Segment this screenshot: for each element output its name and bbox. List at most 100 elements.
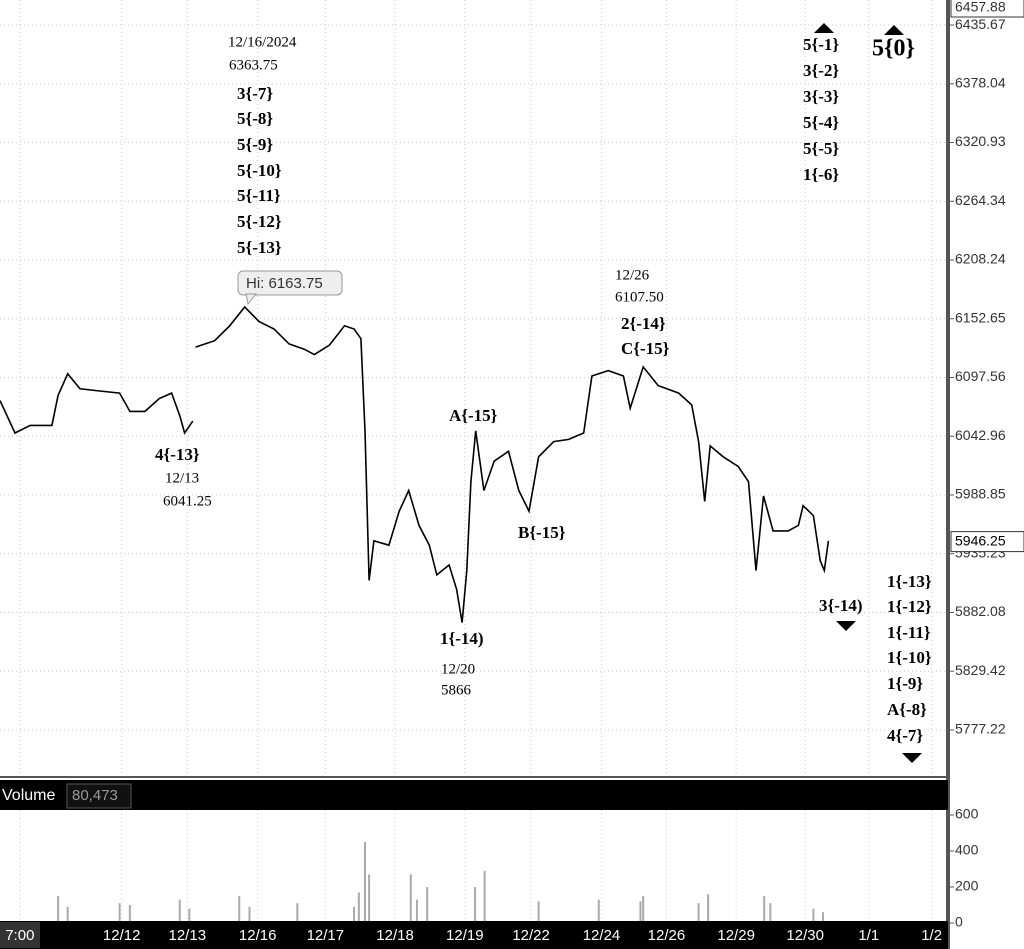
x-tick-label: 7:00 — [5, 927, 34, 944]
volume-bar — [483, 870, 486, 923]
annotation: 1{-14) — [440, 629, 484, 648]
annotation: A{-8} — [887, 700, 927, 719]
y-tick-label: 6435.67 — [955, 16, 1006, 32]
x-tick-label: 12/18 — [376, 927, 414, 944]
x-tick-label: 12/26 — [648, 927, 686, 944]
x-tick-label: 12/12 — [103, 927, 141, 944]
annotation: 5{0} — [872, 36, 915, 62]
volume-bar — [368, 874, 371, 923]
volume-bar — [57, 896, 60, 923]
annotation: 3{-2} — [803, 61, 839, 80]
x-tick-label: 1/1 — [858, 927, 879, 944]
volume-bar — [415, 899, 418, 923]
x-tick-label: 12/22 — [512, 927, 550, 944]
y-tick-label: 400 — [955, 842, 979, 858]
annotation: 12/26 — [615, 267, 650, 283]
annotation: 6041.25 — [163, 493, 212, 509]
x-axis-bar — [0, 921, 948, 949]
volume-bar — [188, 908, 191, 923]
y-tick-label: 6152.65 — [955, 309, 1006, 325]
annotation: 3{-3} — [803, 87, 839, 106]
x-tick-label: 12/24 — [583, 927, 621, 944]
y-tick-label: 6208.24 — [955, 251, 1006, 267]
annotation: 12/20 — [441, 661, 475, 677]
arrow-up — [884, 25, 904, 35]
volume-bar — [821, 912, 824, 923]
volume-bar — [639, 901, 642, 923]
volume-bar — [769, 903, 772, 923]
tooltip-pointer — [245, 293, 258, 306]
annotation: 5{-8} — [237, 109, 273, 128]
axis-separator — [946, 0, 950, 949]
y-tick-label: 0 — [955, 914, 963, 930]
annotation: 5{-1} — [803, 35, 839, 54]
annotation: 1{-11} — [887, 623, 931, 642]
price-line — [0, 305, 830, 623]
price-box — [950, 531, 1024, 553]
volume-header — [0, 780, 948, 810]
volume-bar — [296, 903, 299, 923]
arrow-down — [836, 621, 856, 631]
annotation: 3{-7} — [237, 84, 273, 103]
annotation: 5{-9} — [237, 135, 273, 154]
x-axis-start-box — [0, 922, 40, 948]
top-price-label: 6457.88 — [955, 0, 1006, 15]
annotation: 5{-13} — [237, 238, 282, 257]
y-tick-label: 600 — [955, 806, 979, 822]
tooltip: Hi: 6163.75 — [246, 275, 323, 292]
volume-bar — [118, 903, 121, 923]
volume-bar — [248, 906, 251, 923]
y-tick-label: 6320.93 — [955, 133, 1006, 149]
annotation: 1{-9} — [887, 674, 923, 693]
price-box — [950, 0, 1024, 18]
x-tick-label: 12/13 — [169, 927, 207, 944]
x-tick-label: 12/29 — [717, 927, 755, 944]
x-tick-label: 12/17 — [307, 927, 345, 944]
volume-bar — [128, 905, 131, 923]
annotation: 5{-4} — [803, 113, 839, 132]
volume-bar — [409, 874, 412, 923]
volume-bar — [537, 901, 540, 923]
annotation: 12/16/2024 — [228, 34, 297, 50]
volume-bar — [697, 903, 700, 923]
volume-bar — [66, 906, 69, 923]
x-tick-label: 12/16 — [239, 927, 277, 944]
volume-bar — [642, 896, 645, 923]
annotation: C{-15} — [621, 339, 670, 358]
annotation: 6363.75 — [229, 57, 278, 73]
annotation: 1{-10} — [887, 648, 932, 667]
pane-separator — [0, 776, 948, 778]
volume-value-box — [66, 783, 132, 809]
annotation: 4{-13} — [155, 445, 200, 464]
y-tick-label: 200 — [955, 878, 979, 894]
annotation: B{-15} — [518, 523, 566, 542]
arrow-up — [814, 23, 834, 33]
y-tick-label: 5882.08 — [955, 603, 1006, 619]
y-tick-label: 5777.22 — [955, 721, 1006, 737]
annotation: 2{-14} — [621, 314, 666, 333]
annotation: 3{-14) — [819, 596, 863, 615]
last-price-label: 5946.25 — [955, 532, 1006, 548]
annotation: 5866 — [441, 682, 472, 698]
y-tick-label: 5988.85 — [955, 486, 1006, 502]
y-tick-label: 5829.42 — [955, 662, 1006, 678]
x-tick-label: 12/30 — [786, 927, 824, 944]
annotation: A{-15} — [449, 406, 498, 425]
annotation: 1{-13} — [887, 572, 932, 591]
tooltip-box — [237, 270, 343, 296]
volume-bar — [426, 887, 429, 923]
annotation: 5{-12} — [237, 212, 282, 231]
annotation: 5{-5} — [803, 139, 839, 158]
annotation: 5{-11} — [237, 186, 281, 205]
x-tick-label: 1/2 — [921, 927, 942, 944]
volume-bar — [812, 908, 815, 923]
volume-bar — [178, 899, 181, 923]
y-tick-label: 6042.96 — [955, 427, 1006, 443]
annotation: 4{-7} — [887, 726, 923, 745]
volume-bar — [353, 906, 356, 923]
annotation: 1{-6} — [803, 165, 839, 184]
volume-bar — [474, 887, 477, 923]
y-tick-label: 6378.04 — [955, 74, 1006, 90]
y-tick-label: 6264.34 — [955, 192, 1006, 208]
annotation: 1{-12} — [887, 597, 932, 616]
